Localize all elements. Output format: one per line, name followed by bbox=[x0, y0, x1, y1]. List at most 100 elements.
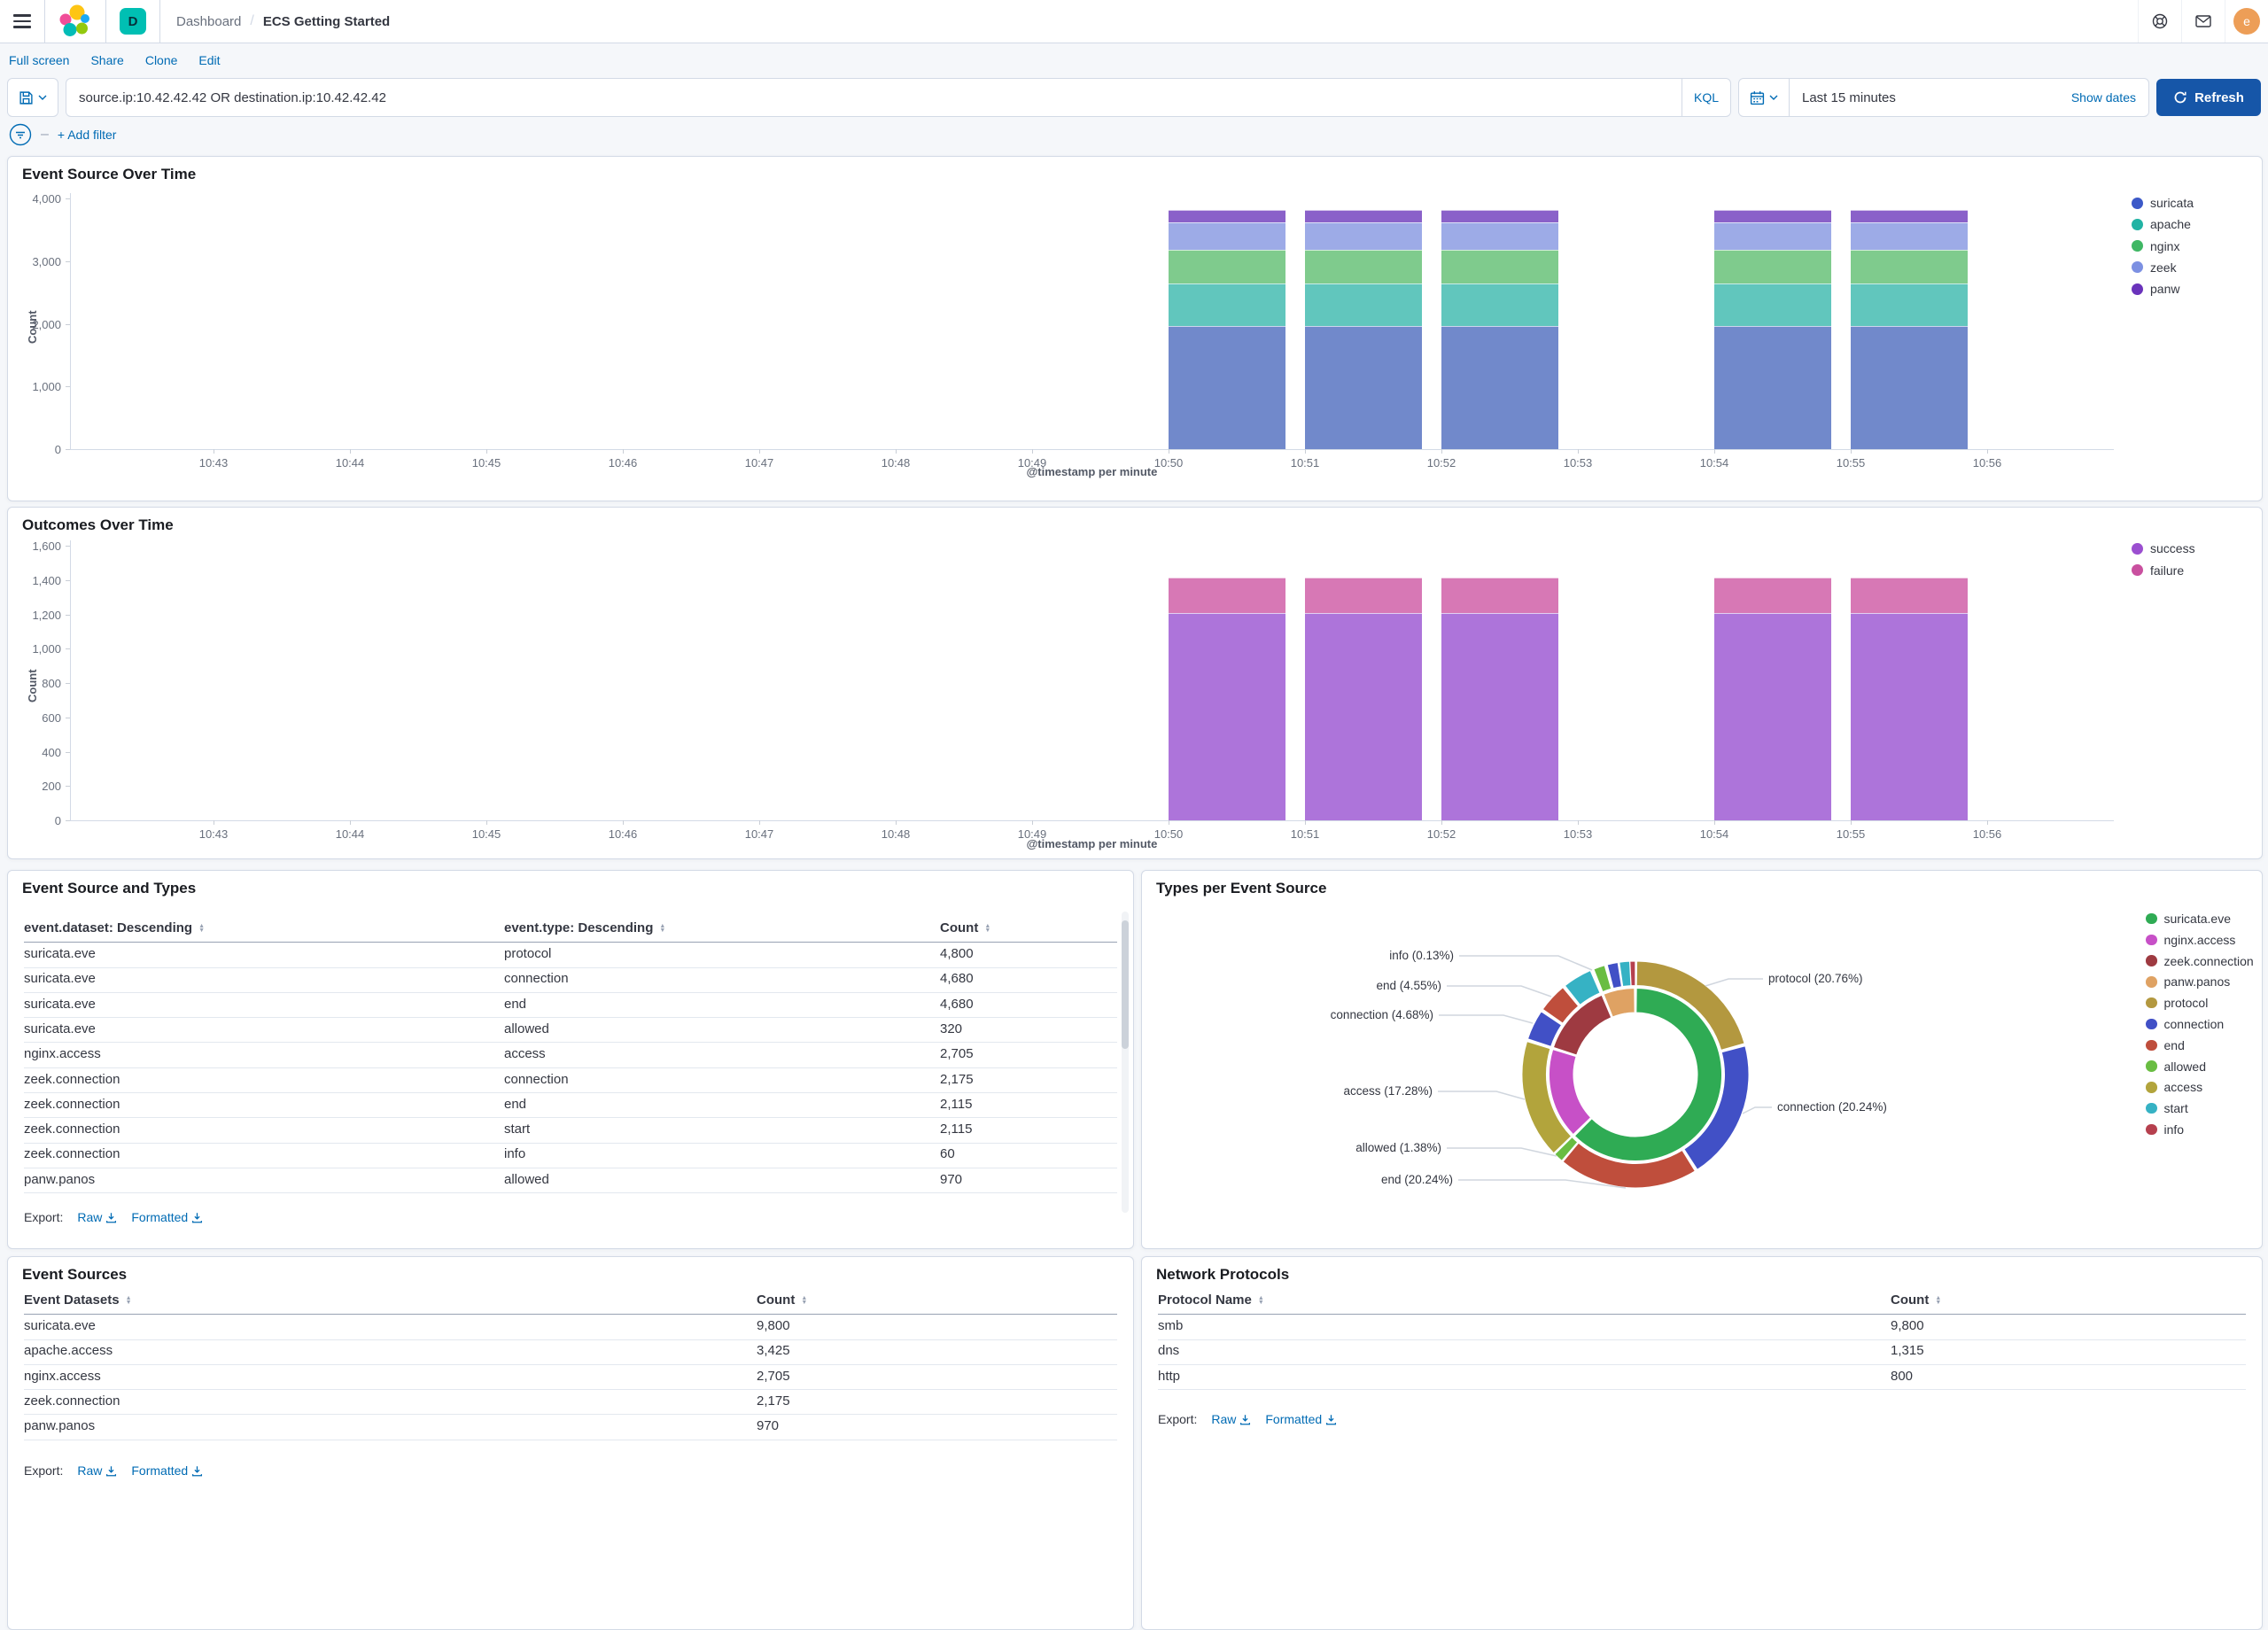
bar-segment-apache[interactable] bbox=[1851, 283, 1968, 327]
time-range-value[interactable]: Last 15 minutes bbox=[1802, 89, 1896, 105]
add-filter-button[interactable]: + Add filter bbox=[57, 128, 117, 142]
filter-menu-icon[interactable] bbox=[9, 123, 32, 146]
legend-item-zeek.connection[interactable]: zeek.connection bbox=[2146, 954, 2254, 968]
space-selector[interactable]: D bbox=[106, 0, 159, 43]
legend-item-protocol[interactable]: protocol bbox=[2146, 996, 2208, 1010]
donut-outer-connection[interactable] bbox=[1683, 1045, 1750, 1170]
bar-segment-apache[interactable] bbox=[1169, 283, 1285, 327]
show-dates-button[interactable]: Show dates bbox=[2070, 90, 2136, 105]
bar-segment-panw[interactable] bbox=[1169, 210, 1285, 222]
bar-segment-zeek[interactable] bbox=[1441, 221, 1558, 250]
bar-segment-success[interactable] bbox=[1441, 612, 1558, 820]
legend-item-access[interactable]: access bbox=[2146, 1080, 2202, 1094]
bar-segment-failure[interactable] bbox=[1305, 577, 1422, 613]
legend-item-nginx.access[interactable]: nginx.access bbox=[2146, 933, 2235, 947]
bar-segment-suricata[interactable] bbox=[1851, 326, 1968, 449]
column-header-sort-button[interactable]: Protocol Name ▲ ▼ bbox=[1158, 1292, 1264, 1308]
donut-outer-connection[interactable] bbox=[1526, 1011, 1563, 1048]
bar-segment-panw[interactable] bbox=[1441, 210, 1558, 222]
bar-segment-success[interactable] bbox=[1305, 612, 1422, 820]
column-header-sort-button[interactable]: Count ▲ ▼ bbox=[1891, 1292, 1941, 1308]
bar-segment-apache[interactable] bbox=[1441, 283, 1558, 327]
donut-outer-protocol[interactable] bbox=[1635, 960, 1745, 1051]
bar-segment-failure[interactable] bbox=[1169, 577, 1285, 613]
help-button[interactable] bbox=[2138, 0, 2181, 43]
bar-segment-suricata[interactable] bbox=[1441, 326, 1558, 449]
legend-item-end[interactable]: end bbox=[2146, 1038, 2185, 1052]
legend-item-suricata[interactable]: suricata bbox=[2132, 196, 2194, 210]
export-formatted-link[interactable]: Formatted bbox=[131, 1210, 203, 1224]
column-header-sort-button[interactable]: event.dataset: Descending ▲ ▼ bbox=[24, 920, 205, 935]
legend-item-connection[interactable]: connection bbox=[2146, 1017, 2224, 1031]
legend-item-info[interactable]: info bbox=[2146, 1122, 2184, 1137]
bar-segment-suricata[interactable] bbox=[1169, 326, 1285, 449]
legend-item-nginx[interactable]: nginx bbox=[2132, 239, 2179, 253]
export-formatted-link[interactable]: Formatted bbox=[1265, 1412, 1337, 1426]
bar-segment-suricata[interactable] bbox=[1714, 326, 1831, 449]
bar-segment-failure[interactable] bbox=[1714, 577, 1831, 613]
clone-button[interactable]: Clone bbox=[144, 53, 178, 67]
donut-inner-suricata.eve[interactable] bbox=[1573, 988, 1722, 1161]
bar-segment-zeek[interactable] bbox=[1851, 221, 1968, 250]
edit-button[interactable]: Edit bbox=[198, 53, 221, 67]
bar-segment-failure[interactable] bbox=[1441, 577, 1558, 613]
bar-segment-zeek[interactable] bbox=[1169, 221, 1285, 250]
query-input[interactable]: source.ip:10.42.42.42 OR destination.ip:… bbox=[66, 78, 1731, 117]
legend-item-success[interactable]: success bbox=[2132, 541, 2195, 555]
bar-segment-success[interactable] bbox=[1169, 612, 1285, 820]
calendar-menu-button[interactable] bbox=[1739, 79, 1790, 116]
donut-inner-nginx.access[interactable] bbox=[1549, 1048, 1592, 1136]
share-button[interactable]: Share bbox=[90, 53, 124, 67]
full-screen-button[interactable]: Full screen bbox=[9, 53, 70, 67]
donut-outer-connection[interactable] bbox=[1606, 961, 1622, 990]
bar-segment-zeek[interactable] bbox=[1714, 221, 1831, 250]
donut-inner-panw.panos[interactable] bbox=[1603, 988, 1635, 1018]
bar-segment-panw[interactable] bbox=[1714, 210, 1831, 222]
saved-query-menu-button[interactable] bbox=[7, 78, 58, 117]
elastic-logo[interactable] bbox=[45, 0, 105, 43]
bar-segment-zeek[interactable] bbox=[1305, 221, 1422, 250]
bar-segment-nginx[interactable] bbox=[1305, 249, 1422, 283]
export-raw-link[interactable]: Raw bbox=[1211, 1412, 1251, 1426]
legend-item-allowed[interactable]: allowed bbox=[2146, 1060, 2206, 1074]
legend-item-suricata.eve[interactable]: suricata.eve bbox=[2146, 912, 2231, 926]
column-header-sort-button[interactable]: Count ▲ ▼ bbox=[940, 920, 990, 935]
donut-outer-end[interactable] bbox=[1542, 987, 1580, 1024]
bar-segment-panw[interactable] bbox=[1305, 210, 1422, 222]
bar-segment-success[interactable] bbox=[1714, 612, 1831, 820]
refresh-button[interactable]: Refresh bbox=[2156, 79, 2261, 116]
column-header-sort-button[interactable]: Event Datasets ▲ ▼ bbox=[24, 1292, 132, 1308]
donut-inner-zeek.connection[interactable] bbox=[1552, 994, 1612, 1056]
bar-segment-apache[interactable] bbox=[1714, 283, 1831, 327]
bar-segment-panw[interactable] bbox=[1851, 210, 1968, 222]
export-formatted-link[interactable]: Formatted bbox=[131, 1463, 203, 1478]
column-header-sort-button[interactable]: Count ▲ ▼ bbox=[757, 1292, 807, 1308]
donut-outer-allowed[interactable] bbox=[1593, 965, 1612, 993]
legend-item-apache[interactable]: apache bbox=[2132, 217, 2191, 231]
bar-segment-suricata[interactable] bbox=[1305, 326, 1422, 449]
donut-outer-access[interactable] bbox=[1521, 1041, 1573, 1154]
bar-segment-nginx[interactable] bbox=[1851, 249, 1968, 283]
legend-item-failure[interactable]: failure bbox=[2132, 563, 2184, 578]
legend-item-panw[interactable]: panw bbox=[2132, 282, 2179, 296]
bar-segment-apache[interactable] bbox=[1305, 283, 1422, 327]
export-raw-link[interactable]: Raw bbox=[77, 1210, 117, 1224]
donut-outer-info[interactable] bbox=[1629, 960, 1636, 987]
donut-outer-start[interactable] bbox=[1564, 969, 1601, 1005]
menu-button[interactable] bbox=[0, 0, 44, 43]
scrollbar-thumb[interactable] bbox=[1122, 920, 1129, 1049]
export-raw-link[interactable]: Raw bbox=[77, 1463, 117, 1478]
donut-outer-end[interactable] bbox=[1562, 1142, 1696, 1189]
column-header-sort-button[interactable]: event.type: Descending ▲ ▼ bbox=[504, 920, 665, 935]
newsfeed-button[interactable] bbox=[2181, 0, 2225, 43]
legend-item-start[interactable]: start bbox=[2146, 1101, 2188, 1115]
user-menu-button[interactable]: e bbox=[2225, 0, 2268, 43]
bar-segment-success[interactable] bbox=[1851, 612, 1968, 820]
bar-segment-nginx[interactable] bbox=[1169, 249, 1285, 283]
donut-outer-allowed[interactable] bbox=[1554, 1136, 1579, 1161]
bar-segment-nginx[interactable] bbox=[1714, 249, 1831, 283]
legend-item-panw.panos[interactable]: panw.panos bbox=[2146, 974, 2230, 989]
breadcrumb-dashboard[interactable]: Dashboard bbox=[176, 13, 242, 29]
bar-segment-nginx[interactable] bbox=[1441, 249, 1558, 283]
legend-item-zeek[interactable]: zeek bbox=[2132, 260, 2177, 275]
